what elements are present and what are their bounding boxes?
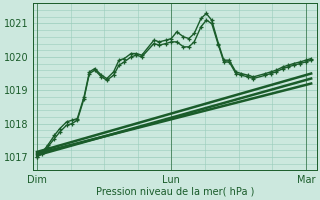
X-axis label: Pression niveau de la mer( hPa ): Pression niveau de la mer( hPa ): [96, 187, 254, 197]
